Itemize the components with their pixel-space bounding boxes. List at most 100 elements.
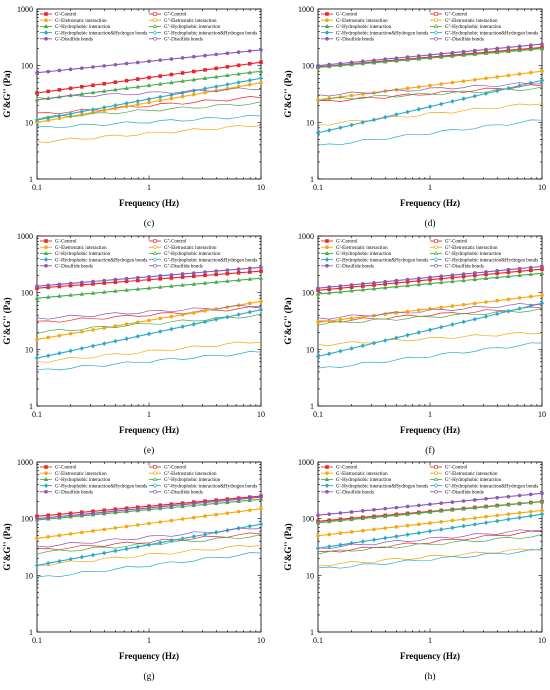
data-point [158,274,162,278]
data-point [113,509,118,513]
data-point [57,68,62,73]
data-point [158,94,163,100]
legend-label: G'-Eletrostatic interaction [336,19,388,24]
y-axis-label: G'&G'' (Pa) [2,70,12,117]
data-point [360,516,366,521]
legend-item: G''-Control [430,12,468,18]
data-point [416,106,421,112]
series-line [317,548,543,567]
legend-label: G'-Control [336,240,358,245]
data-point [57,113,62,119]
data-point [371,117,377,123]
data-point [169,96,174,101]
data-point [180,282,185,287]
data-point [338,284,343,288]
data-point [147,274,151,279]
panel-label: (e) [144,445,155,456]
series [34,521,264,568]
data-point [540,293,544,298]
data-point [225,65,230,69]
series-line [317,303,543,320]
data-point [405,86,410,91]
x-axis-label: Frequency (Hz) [400,651,460,661]
legend: G'-Control G''-Control G'-Eletrostatic int… [321,465,538,496]
data-point [483,504,489,509]
data-point [416,85,421,89]
data-point [102,550,107,556]
y-tick-label: 10 [306,345,314,354]
data-point [46,89,51,94]
legend-label: G'-Hydrophobic interaction [55,252,111,257]
legend-label: G'-Hydrophobic interaction [336,25,392,30]
y-axis-label: G'&G'' (Pa) [283,523,293,570]
data-point [327,319,332,323]
series-line [317,82,543,97]
data-point [433,257,439,262]
data-point [483,276,489,281]
series [36,351,262,371]
data-point [539,270,545,275]
data-point [153,18,157,23]
data-point [35,91,39,95]
data-point [191,321,196,327]
series-line [36,313,262,334]
data-point [439,82,444,86]
legend-label: G'-Hydrophobic interaction [336,252,392,257]
data-point [203,68,207,72]
data-point [236,277,241,282]
legend-item: G''-Control [149,465,187,471]
data-point [450,53,455,58]
data-point [517,511,522,515]
data-point [180,56,185,60]
data-point [539,499,545,504]
data-point [247,77,252,83]
data-point [225,271,230,276]
y-axis-label: G'&G'' (Pa) [2,523,12,570]
data-point [90,107,96,112]
data-point [371,60,377,65]
data-point [203,270,207,274]
data-point [349,346,354,351]
data-point [433,250,439,255]
legend-label: G''-Control [445,13,468,18]
series-line [36,304,262,320]
data-point [506,73,511,78]
series [36,341,262,363]
legend-item: G''-Eletrostatic interaction [149,471,217,477]
data-point [327,351,332,357]
series [36,306,262,323]
data-point [371,537,377,543]
data-point [472,522,477,527]
data-point [472,51,478,56]
data-point [472,277,478,282]
data-point [450,304,455,308]
data-point [461,302,466,307]
y-tick-label: 100 [302,289,314,298]
data-point [80,85,84,89]
data-point [236,71,241,76]
data-point [405,283,410,288]
data-point [528,492,533,497]
data-point [258,75,264,81]
data-point [169,283,174,288]
data-point [91,529,95,533]
data-point [325,18,329,23]
data-point [427,327,433,333]
data-point [35,337,39,342]
data-point [450,50,455,55]
data-point [405,511,410,516]
data-point [102,341,107,346]
data-point [158,74,162,78]
data-point [203,500,207,505]
data-point [236,509,241,514]
data-point [259,48,263,52]
data-point [472,77,477,82]
data-point [44,18,48,23]
legend-item: G'-Hydrophobic interaction [40,250,111,257]
panel-label: (d) [424,218,435,229]
data-point [248,508,252,512]
data-point [180,272,185,276]
data-point [325,245,329,249]
data-point [517,48,522,53]
